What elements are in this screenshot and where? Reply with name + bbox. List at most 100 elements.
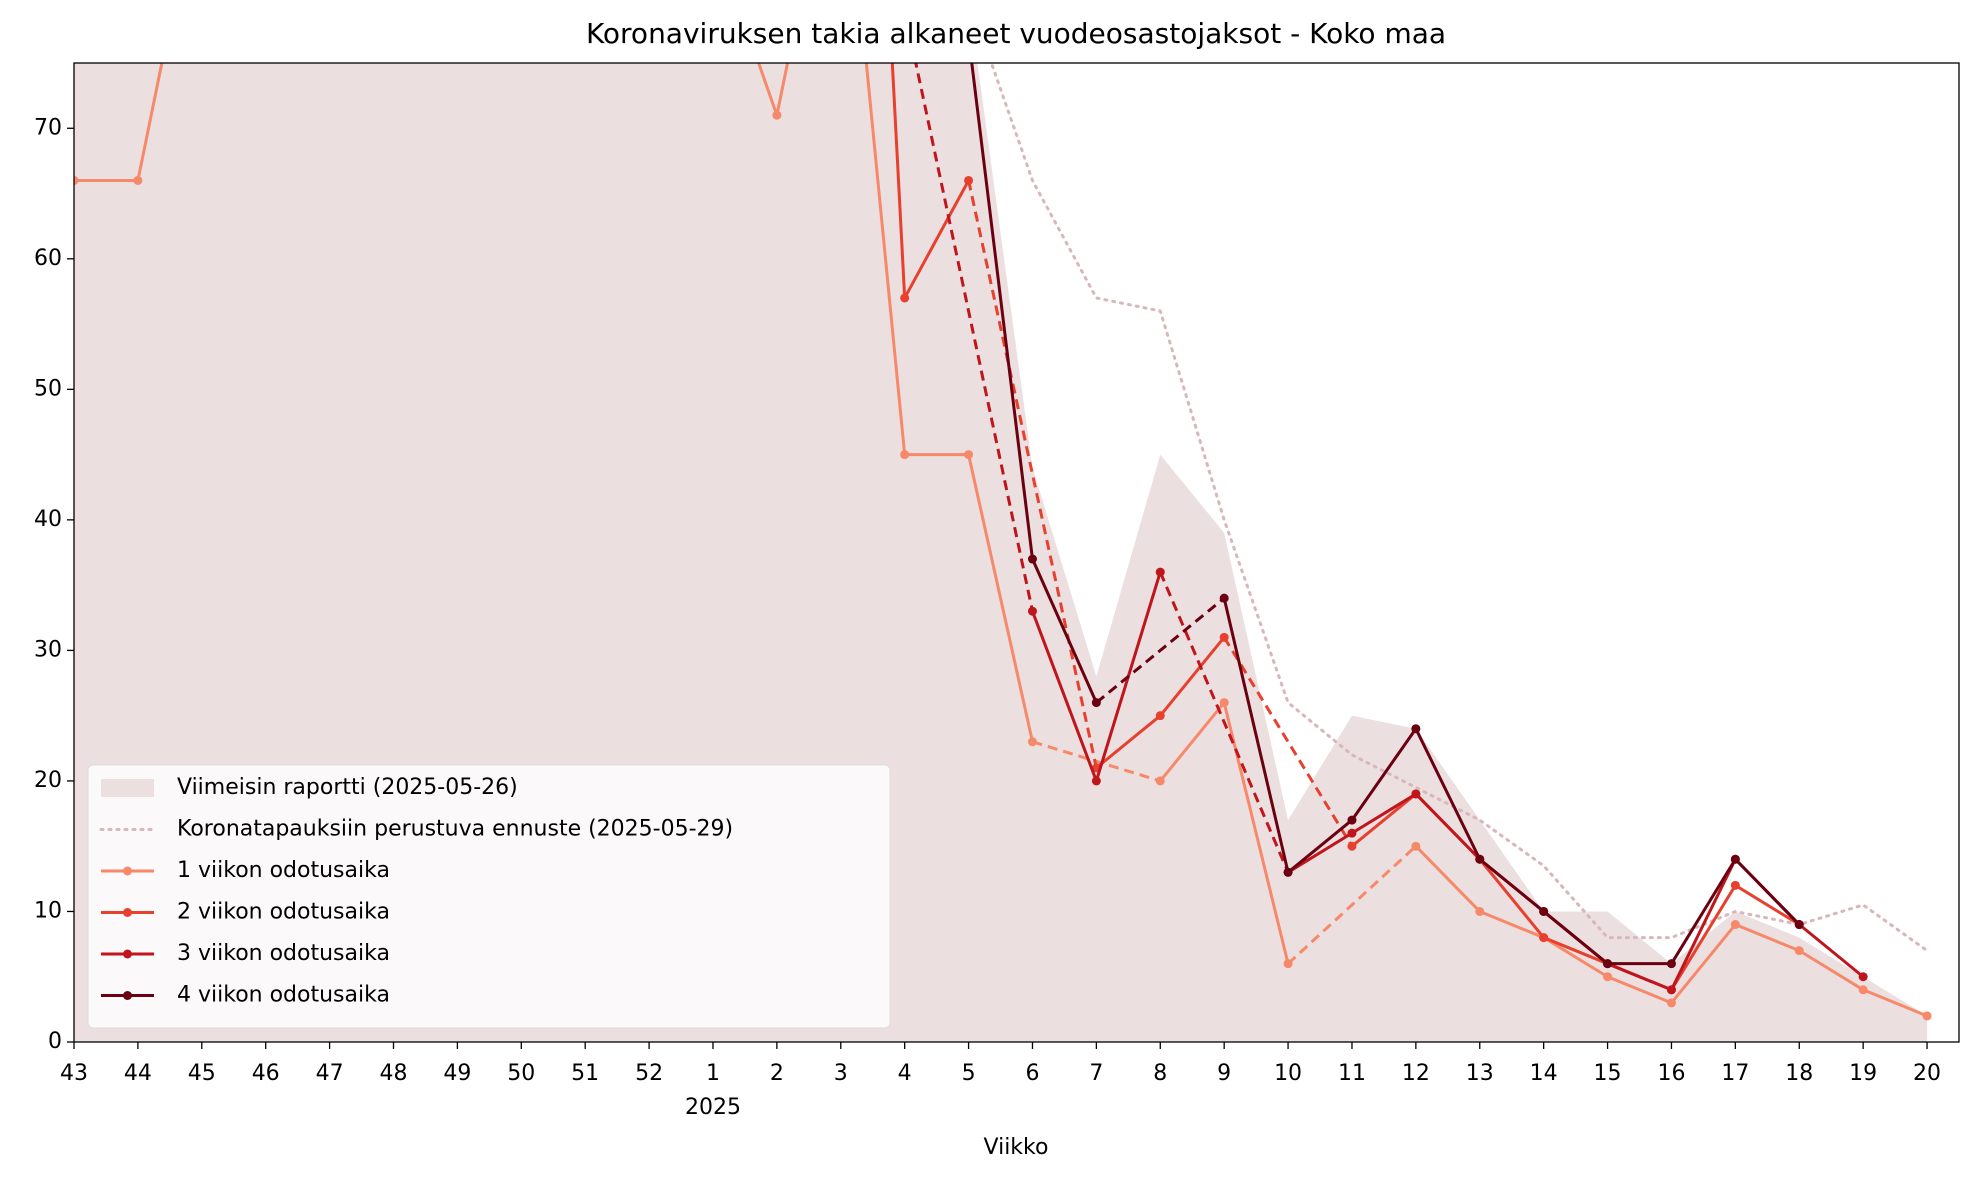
point (1155, 567, 1165, 577)
legend-marker (123, 949, 132, 959)
point (1603, 959, 1613, 969)
x-tick-label: 45 (188, 1061, 216, 1086)
point (1475, 906, 1485, 916)
x-tick-label: 49 (443, 1061, 471, 1086)
x-tick-label: 1 (706, 1061, 720, 1086)
gap-connector (914, 63, 1034, 612)
point (1027, 737, 1037, 747)
y-tick-label: 30 (34, 637, 62, 662)
point (1155, 711, 1165, 721)
point (1922, 1011, 1932, 1021)
point (964, 175, 974, 185)
x-tick-label: 14 (1530, 1061, 1558, 1086)
legend-label: 1 viikon odotusaika (177, 858, 390, 883)
gap-connector (1158, 571, 1290, 873)
x-tick-label: 44 (124, 1061, 152, 1086)
point (1539, 933, 1549, 943)
point (1027, 554, 1037, 564)
x-tick-label: 52 (635, 1061, 663, 1086)
series-line (1222, 597, 1801, 966)
legend-marker (123, 991, 132, 1000)
x-tick-label: 48 (379, 1061, 407, 1086)
series-line (970, 63, 1098, 704)
y-tick-label: 60 (34, 246, 62, 271)
x-tick-label: 12 (1402, 1061, 1430, 1086)
point (1283, 959, 1293, 969)
point (1794, 920, 1804, 930)
x-axis-label: Viikko (984, 1135, 1049, 1160)
point (74, 175, 79, 185)
point (1219, 632, 1229, 642)
point (1027, 606, 1037, 616)
point (964, 450, 974, 460)
x-tick-label: 2 (770, 1061, 784, 1086)
point (1858, 972, 1868, 982)
y-tick-label: 20 (34, 768, 62, 793)
legend-swatch (101, 779, 154, 797)
point (1219, 593, 1229, 603)
legend-marker (123, 866, 132, 876)
x-tick-label: 11 (1338, 1061, 1366, 1086)
x-tick-label: 8 (1153, 1061, 1167, 1086)
point (1666, 985, 1676, 995)
legend-marker (123, 908, 132, 917)
series-line (74, 63, 1034, 743)
point (1666, 998, 1676, 1008)
legend-label: Viimeisin raportti (2025-05-26) (177, 775, 518, 800)
chart-title: Koronaviruksen takia alkaneet vuodeosast… (586, 17, 1446, 50)
point (1730, 880, 1740, 890)
gap-connector (1222, 636, 1354, 847)
point (900, 450, 910, 460)
gap-connector (1095, 597, 1226, 704)
x-tick-label: 17 (1721, 1061, 1749, 1086)
x-tick-label: 3 (834, 1061, 848, 1086)
x-tick-label: 51 (571, 1061, 599, 1086)
legend-label: 2 viikon odotusaika (177, 900, 390, 925)
y-tick-label: 0 (48, 1029, 62, 1054)
y-tick-label: 10 (34, 898, 62, 923)
y-tick-label: 70 (34, 115, 62, 140)
x-tick-label: 46 (252, 1061, 280, 1086)
x-tick-label: 15 (1594, 1061, 1622, 1086)
x-tick-label: 43 (60, 1061, 88, 1086)
point (1475, 854, 1485, 864)
x-tick-label: 4 (898, 1061, 912, 1086)
x-tick-label: 19 (1849, 1061, 1877, 1086)
point (133, 175, 143, 185)
x-tick-label: 20 (1913, 1061, 1941, 1086)
legend-label: Koronatapauksiin perustuva ennuste (2025… (177, 817, 733, 842)
point (1155, 776, 1165, 786)
point (1666, 959, 1676, 969)
x-tick-label: 47 (316, 1061, 344, 1086)
point (1730, 920, 1740, 930)
x-tick-label: 6 (1025, 1061, 1039, 1086)
plot-frame (73, 62, 1960, 1043)
x-tick-label: 10 (1274, 1061, 1302, 1086)
legend-box (87, 764, 891, 1029)
point (1539, 906, 1549, 916)
x-tick-label: 50 (507, 1061, 535, 1086)
point (900, 293, 910, 303)
point (1347, 841, 1357, 851)
x-tick-label: 7 (1089, 1061, 1103, 1086)
point (1411, 789, 1421, 799)
legend-label: 3 viikon odotusaika (177, 941, 390, 966)
point (1219, 698, 1229, 708)
point (1730, 854, 1740, 864)
point (1347, 815, 1357, 825)
legend-label: 4 viikon odotusaika (177, 983, 390, 1008)
point (1858, 985, 1868, 995)
x-tick-label: 5 (962, 1061, 976, 1086)
point (1091, 698, 1101, 708)
x-tick-label: 18 (1785, 1061, 1813, 1086)
point (1283, 867, 1293, 877)
x-tick-label: 13 (1466, 1061, 1494, 1086)
gap-connector (1287, 845, 1417, 965)
point (1347, 828, 1357, 838)
y-tick-label: 40 (34, 507, 62, 532)
year-label: 2025 (685, 1095, 741, 1120)
point (1603, 972, 1613, 982)
legend: Viimeisin raportti (2025-05-26) Koronatap… (87, 764, 891, 1029)
point (1794, 946, 1804, 956)
